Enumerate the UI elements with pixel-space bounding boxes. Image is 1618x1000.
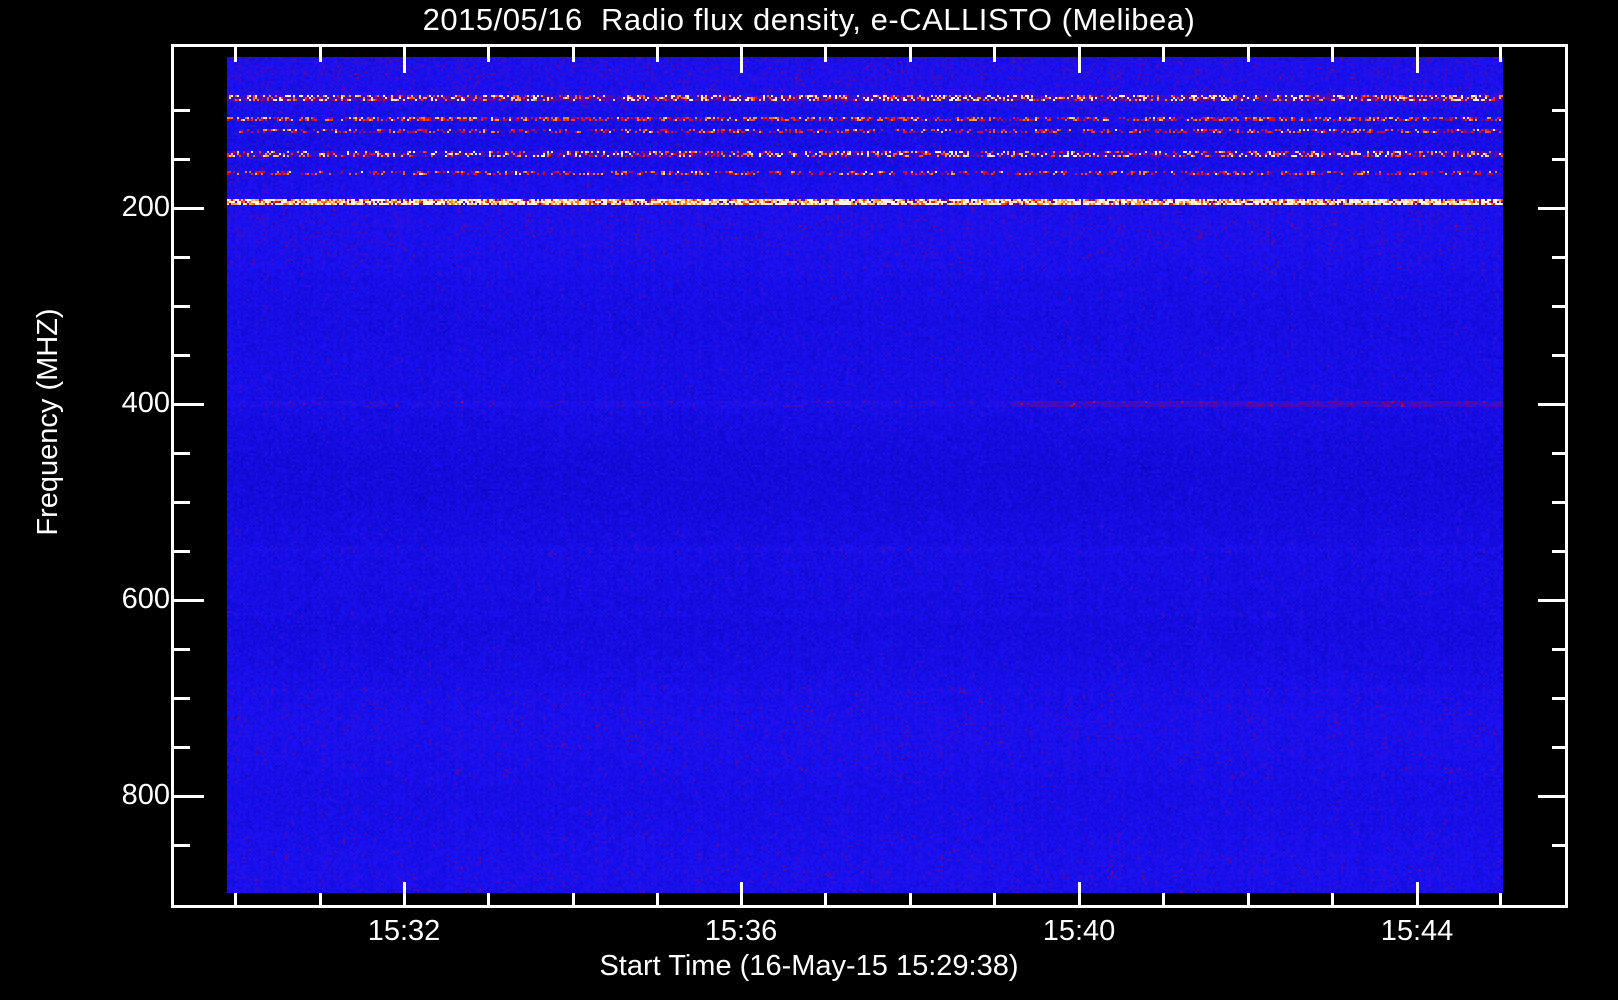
y-tick-minor-right [1552, 844, 1568, 847]
x-tick-minor-top [656, 47, 659, 62]
x-tick-minor-bottom [234, 893, 237, 908]
y-tick-minor-left [174, 501, 190, 504]
y-tick-minor-left [174, 158, 190, 161]
y-tick-minor-left [174, 844, 190, 847]
x-tick-label: 15:36 [704, 915, 778, 947]
y-tick-minor-left [174, 550, 190, 553]
y-tick-major-left [174, 403, 204, 406]
y-tick-minor-right [1552, 452, 1568, 455]
x-tick-minor-bottom [487, 893, 490, 908]
x-axis-title: Start Time (16-May-15 15:29:38) [599, 950, 1019, 982]
x-tick-minor-top [487, 47, 490, 62]
y-tick-label: 400 [121, 387, 170, 419]
y-tick-minor-right [1552, 354, 1568, 357]
y-tick-minor-right [1552, 746, 1568, 749]
x-tick-minor-top [909, 47, 912, 62]
spectrogram-raster [227, 57, 1503, 893]
x-tick-minor-top [1162, 47, 1165, 62]
x-tick-minor-top [993, 47, 996, 62]
spectrogram-plot-area [227, 57, 1503, 893]
y-tick-minor-left [174, 746, 190, 749]
x-tick-label: 15:44 [1380, 915, 1454, 947]
x-tick-label: 15:40 [1042, 915, 1116, 947]
x-tick-minor-top [1331, 47, 1334, 62]
x-tick-minor-bottom [656, 893, 659, 908]
y-tick-major-right [1538, 599, 1568, 602]
x-tick-major-bottom [1416, 882, 1419, 908]
y-tick-minor-left [174, 109, 190, 112]
x-tick-major-bottom [403, 882, 406, 908]
x-tick-major-top [1416, 47, 1419, 73]
x-tick-minor-bottom [824, 893, 827, 908]
x-tick-minor-top [824, 47, 827, 62]
y-tick-minor-right [1552, 697, 1568, 700]
x-tick-minor-bottom [572, 893, 575, 908]
y-tick-label: 800 [121, 779, 170, 811]
x-tick-minor-bottom [319, 893, 322, 908]
x-tick-minor-bottom [1331, 893, 1334, 908]
y-tick-minor-left [174, 354, 190, 357]
x-tick-major-top [403, 47, 406, 73]
y-tick-minor-right [1552, 501, 1568, 504]
y-tick-minor-left [174, 648, 190, 651]
y-tick-major-left [174, 795, 204, 798]
x-tick-major-top [740, 47, 743, 73]
y-tick-minor-right [1552, 648, 1568, 651]
y-tick-label: 600 [121, 583, 170, 615]
y-axis-title: Frequency (MHZ) [32, 308, 64, 536]
y-tick-minor-left [174, 697, 190, 700]
x-tick-minor-bottom [1162, 893, 1165, 908]
y-tick-minor-left [174, 452, 190, 455]
page-title: 2015/05/16 Radio flux density, e-CALLIST… [422, 2, 1196, 37]
x-tick-major-bottom [740, 882, 743, 908]
y-tick-minor-right [1552, 550, 1568, 553]
x-tick-major-bottom [1078, 882, 1081, 908]
x-tick-minor-bottom [909, 893, 912, 908]
x-tick-minor-top [319, 47, 322, 62]
x-tick-minor-bottom [1499, 893, 1502, 908]
y-tick-minor-right [1552, 158, 1568, 161]
y-tick-minor-right [1552, 256, 1568, 259]
y-tick-major-right [1538, 795, 1568, 798]
x-tick-minor-bottom [1247, 893, 1250, 908]
y-tick-major-right [1538, 403, 1568, 406]
y-tick-minor-left [174, 305, 190, 308]
x-tick-minor-bottom [993, 893, 996, 908]
y-tick-minor-right [1552, 109, 1568, 112]
y-tick-major-right [1538, 207, 1568, 210]
y-tick-label: 200 [121, 191, 170, 223]
y-tick-minor-left [174, 256, 190, 259]
x-tick-minor-top [1499, 47, 1502, 62]
x-tick-label: 15:32 [367, 915, 441, 947]
x-tick-minor-top [1247, 47, 1250, 62]
y-tick-minor-right [1552, 305, 1568, 308]
x-tick-minor-top [234, 47, 237, 62]
x-tick-major-top [1078, 47, 1081, 73]
y-tick-major-left [174, 207, 204, 210]
x-tick-minor-top [572, 47, 575, 62]
y-tick-major-left [174, 599, 204, 602]
